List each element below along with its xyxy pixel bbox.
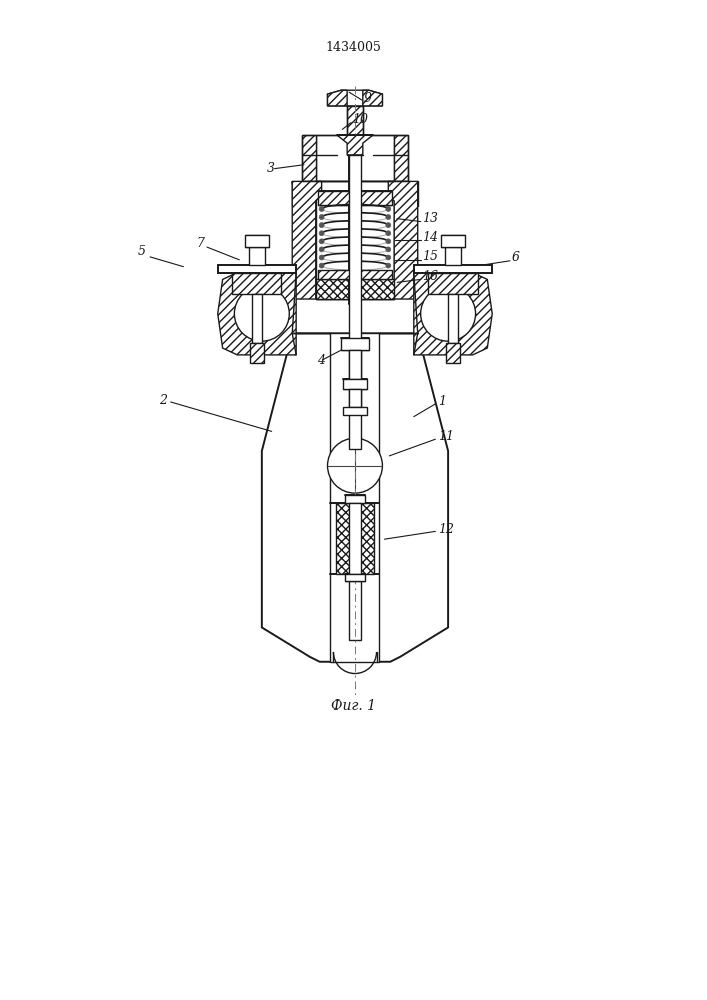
Circle shape [386, 239, 391, 244]
Polygon shape [327, 90, 347, 106]
Circle shape [319, 223, 324, 228]
Bar [349, 389, 361, 407]
Circle shape [319, 239, 324, 244]
Circle shape [319, 247, 324, 252]
Text: 1434005: 1434005 [325, 41, 381, 54]
Circle shape [386, 207, 391, 211]
Polygon shape [302, 135, 316, 181]
Text: 15: 15 [423, 250, 438, 263]
Text: 11: 11 [438, 430, 455, 443]
Bar [349, 155, 361, 449]
Polygon shape [327, 90, 382, 106]
Text: 6: 6 [512, 251, 520, 264]
Text: 2: 2 [159, 394, 167, 407]
Bar [218, 265, 296, 273]
Polygon shape [218, 273, 296, 355]
Text: 4: 4 [317, 354, 325, 367]
Bar [428, 273, 477, 294]
Bar [345, 495, 365, 503]
Text: Фиг. 1: Фиг. 1 [330, 699, 375, 713]
Text: 12: 12 [438, 523, 455, 536]
Text: 9: 9 [364, 92, 372, 105]
Circle shape [319, 215, 324, 219]
Bar [316, 181, 395, 299]
Text: 5: 5 [137, 245, 146, 258]
Bar [317, 191, 392, 205]
Bar [345, 574, 365, 581]
Circle shape [319, 263, 324, 268]
Text: 10: 10 [352, 113, 368, 126]
Polygon shape [292, 181, 322, 299]
Circle shape [386, 223, 391, 228]
Bar [414, 265, 492, 273]
Bar [316, 135, 395, 181]
Bar [341, 338, 368, 350]
Text: 13: 13 [423, 212, 438, 225]
Bar [233, 273, 281, 294]
Bar [343, 379, 367, 389]
Bar [349, 581, 361, 640]
Polygon shape [262, 333, 448, 662]
Bar [349, 350, 361, 379]
Bar [330, 333, 380, 662]
Bar [316, 279, 395, 299]
Bar [249, 247, 265, 265]
Circle shape [319, 231, 324, 236]
Text: 1: 1 [438, 395, 446, 408]
Circle shape [421, 286, 476, 341]
Bar [252, 294, 262, 343]
Circle shape [327, 438, 382, 493]
Bar [302, 135, 408, 181]
Circle shape [386, 255, 391, 260]
Bar [448, 294, 458, 343]
Circle shape [386, 231, 391, 236]
Polygon shape [363, 90, 382, 106]
Bar [343, 407, 367, 415]
Bar [446, 343, 460, 363]
Circle shape [386, 263, 391, 268]
Circle shape [386, 215, 391, 219]
Circle shape [386, 247, 391, 252]
Bar [445, 247, 461, 265]
Text: 14: 14 [423, 231, 438, 244]
Polygon shape [337, 135, 373, 155]
Circle shape [319, 255, 324, 260]
Text: 16: 16 [423, 270, 438, 283]
Polygon shape [414, 273, 492, 355]
Text: 7: 7 [196, 237, 204, 250]
Circle shape [235, 286, 289, 341]
Bar [245, 235, 269, 247]
Bar [349, 503, 361, 574]
Bar [250, 343, 264, 363]
Bar [337, 503, 373, 574]
Circle shape [319, 207, 324, 211]
Polygon shape [388, 181, 418, 299]
Text: 3: 3 [267, 162, 275, 175]
Polygon shape [395, 135, 408, 181]
Bar [317, 270, 392, 279]
Bar [347, 106, 363, 135]
Bar [441, 235, 464, 247]
